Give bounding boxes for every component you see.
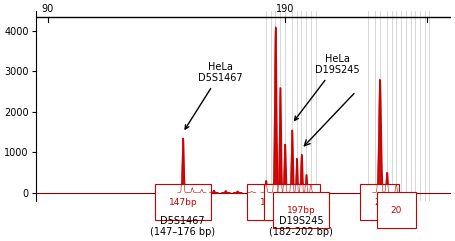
Text: 90: 90 xyxy=(41,4,54,14)
Text: HeLa
D19S245: HeLa D19S245 xyxy=(294,54,359,120)
Text: 190: 190 xyxy=(276,4,294,14)
Text: D19S245
(182-202 bp): D19S245 (182-202 bp) xyxy=(269,216,334,237)
Text: 147bp: 147bp xyxy=(168,198,197,207)
Text: 20: 20 xyxy=(374,198,385,207)
Text: 20: 20 xyxy=(390,206,402,215)
Text: 10: 10 xyxy=(260,198,272,207)
Text: 193bp: 193bp xyxy=(278,198,306,207)
Text: D5S1467
(147–176 bp): D5S1467 (147–176 bp) xyxy=(150,216,215,237)
Text: 197bp: 197bp xyxy=(287,206,316,215)
Text: HeLa
D5S1467: HeLa D5S1467 xyxy=(185,62,243,129)
